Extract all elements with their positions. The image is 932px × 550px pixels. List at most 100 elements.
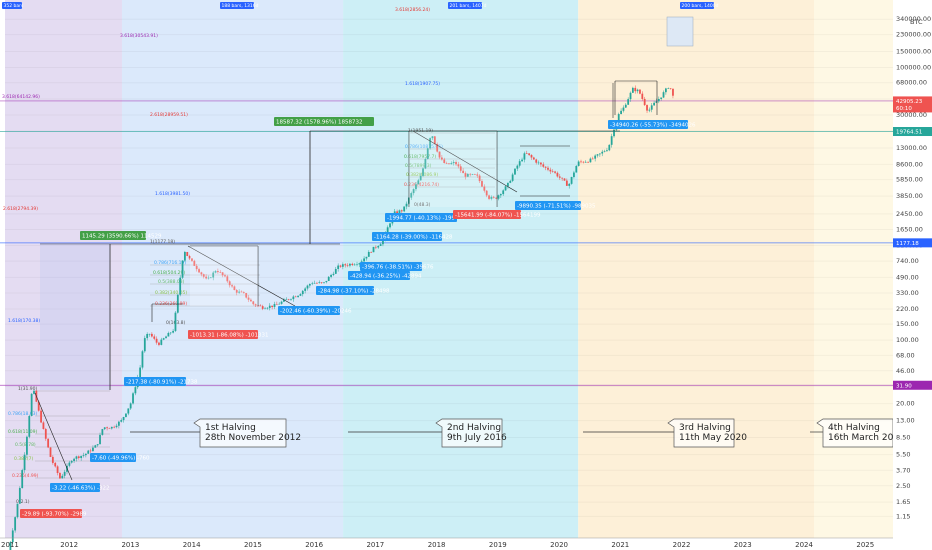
candle-62 <box>153 334 156 341</box>
candle-body-96 <box>233 286 236 291</box>
candle-249 <box>594 154 597 162</box>
candle-198 <box>474 173 476 175</box>
candle-18 <box>49 447 52 458</box>
candle-217 <box>518 159 521 168</box>
candle-body-109 <box>264 308 266 310</box>
candle-204 <box>488 194 490 201</box>
candle-body-144 <box>346 265 349 266</box>
candle-193 <box>462 168 465 174</box>
candle-201 <box>481 179 483 187</box>
candle-body-79 <box>193 260 196 266</box>
price-label-bg-3 <box>893 380 932 390</box>
candle-body-158 <box>379 244 382 246</box>
candle-body-76 <box>186 252 189 256</box>
candle-body-147 <box>353 264 356 266</box>
candle-15 <box>42 421 45 430</box>
price-axis[interactable]: 340000.00 230000.00 150000.00 100000.00 6800… <box>893 0 932 550</box>
fib-label-4: 1.618(1907.75) <box>405 81 440 87</box>
candle-body-206 <box>492 196 495 198</box>
candle-body-276 <box>657 98 660 102</box>
fib-label-11: 0.5(7899.3) <box>405 163 432 169</box>
candle-203 <box>485 190 488 198</box>
candle-1 <box>9 540 12 550</box>
annotation-box-7: -396.76 (-38.51%) -39676 <box>360 262 434 271</box>
candle-64 <box>158 341 160 347</box>
candle-137 <box>330 273 332 279</box>
annotation-box-6: -1164.28 (-39.00%) -116428 <box>372 232 453 241</box>
candle-body-177 <box>424 159 427 169</box>
candle-body-47 <box>117 421 120 426</box>
fib-label-18: 0.5(388.03) <box>158 279 185 285</box>
annotation-box-text-7: -396.76 (-38.51%) -39676 <box>362 265 434 271</box>
halving-date-3: 11th May 2020 <box>679 433 747 443</box>
candle-127 <box>306 284 309 291</box>
candle-body-252 <box>601 151 604 154</box>
candle-body-268 <box>639 89 641 94</box>
candle-215 <box>514 168 516 176</box>
candle-body-53 <box>132 393 134 404</box>
candle-221 <box>528 153 531 156</box>
candle-189 <box>452 160 455 166</box>
candle-body-37 <box>94 445 97 448</box>
candle-275 <box>655 98 658 103</box>
candle-body-138 <box>332 273 335 275</box>
candle-102 <box>247 294 250 303</box>
candle-27 <box>70 460 73 464</box>
candle-211 <box>504 185 507 191</box>
candle-6 <box>21 468 24 489</box>
candle-9 <box>28 414 31 439</box>
candle-199 <box>476 172 479 178</box>
candle-body-23 <box>61 475 64 479</box>
candle-body-122 <box>294 296 297 298</box>
candle-60 <box>148 333 151 337</box>
fib-label-23: 0.786(18.63) <box>8 411 38 417</box>
candle-4 <box>16 503 19 519</box>
candle-194 <box>464 171 467 180</box>
candle-body-124 <box>299 294 302 296</box>
candle-45 <box>113 425 116 429</box>
candle-body-152 <box>365 256 368 259</box>
candle-body-189 <box>452 162 455 164</box>
candle-238 <box>568 183 571 189</box>
candle-body-196 <box>469 173 472 175</box>
candle-73 <box>179 275 182 297</box>
candle-body-247 <box>589 158 592 163</box>
time-axis[interactable]: 2011 2012 2013 2014 2015 2016 2017 2018 2019 2020… <box>0 537 893 549</box>
halving-callout-3 <box>667 418 735 448</box>
candle-body-136 <box>327 276 330 281</box>
candle-body-95 <box>231 285 233 287</box>
candle-208 <box>497 194 500 201</box>
candle-50 <box>125 413 127 418</box>
candle-169 <box>405 201 408 210</box>
annotation-box-text-3: -1994.77 (-40.13%) -199477 <box>387 216 466 222</box>
candle-body-125 <box>301 290 304 295</box>
candle-158 <box>379 242 382 247</box>
candle-body-204 <box>488 195 490 199</box>
candle-257 <box>613 128 615 138</box>
candle-111 <box>268 303 271 311</box>
candle-103 <box>250 298 252 302</box>
candle-223 <box>532 156 535 160</box>
era-band-2 <box>121 0 344 538</box>
candle-183 <box>438 151 441 160</box>
y-tick-1: 230000.00 <box>896 31 931 39</box>
candle-235 <box>561 177 564 181</box>
candle-body-154 <box>370 251 373 253</box>
candle-body-71 <box>174 312 177 331</box>
annotation-box-bg-6 <box>372 232 442 241</box>
y-tick-29: 2.50 <box>896 482 910 490</box>
candle-162 <box>389 222 391 229</box>
candle-81 <box>198 267 200 274</box>
candle-body-68 <box>167 332 170 337</box>
candle-body-52 <box>129 403 132 409</box>
annotation-box-bg-10 <box>278 306 340 315</box>
candle-210 <box>502 189 505 196</box>
candle-body-180 <box>431 136 434 139</box>
candle-body-264 <box>629 92 632 100</box>
candle-31 <box>80 455 83 461</box>
candle-184 <box>440 154 443 161</box>
candle-body-115 <box>278 303 281 305</box>
candle-36 <box>92 445 94 452</box>
candle-100 <box>242 291 245 294</box>
annotation-box-1: 1145.29 (3590.66%) 114529 <box>80 231 162 240</box>
